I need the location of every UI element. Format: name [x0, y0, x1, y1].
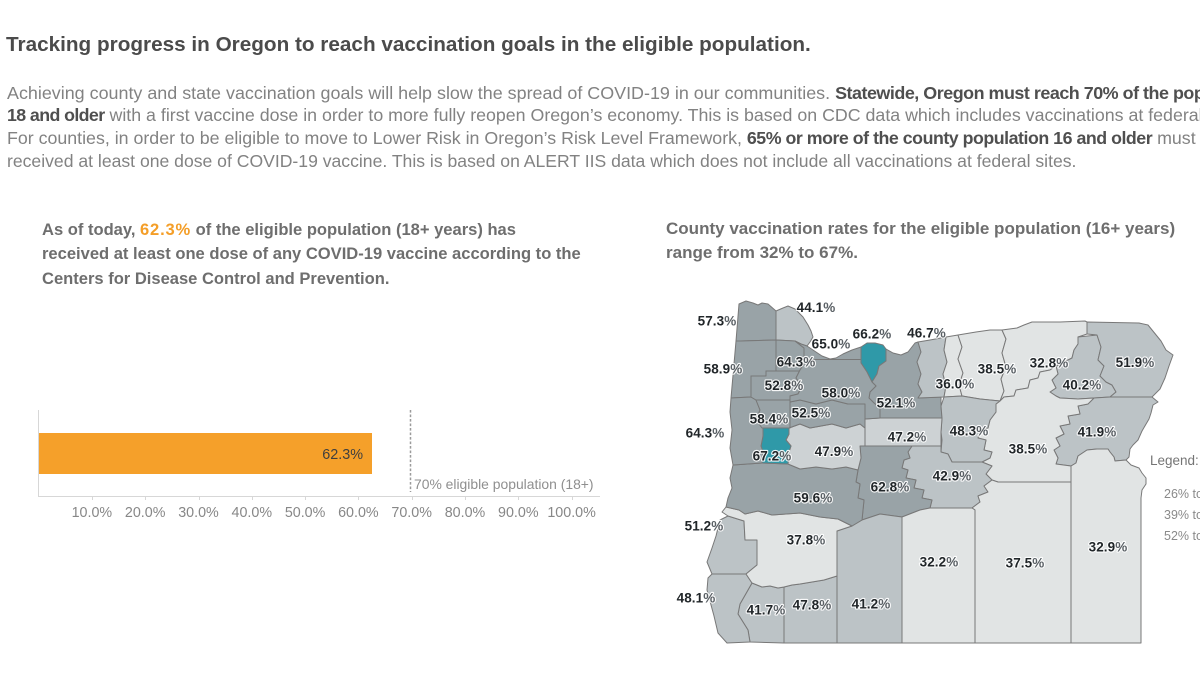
svg-text:32.2%: 32.2% — [920, 555, 959, 570]
svg-text:47.9%: 47.9% — [815, 444, 854, 459]
svg-text:47.8%: 47.8% — [793, 598, 832, 613]
svg-text:65.0%: 65.0% — [812, 337, 851, 352]
svg-text:48.3%: 48.3% — [950, 424, 989, 439]
svg-text:36.0%: 36.0% — [936, 377, 975, 392]
svg-text:44.1%: 44.1% — [797, 300, 836, 315]
svg-text:37.8%: 37.8% — [787, 533, 826, 548]
svg-text:38.5%: 38.5% — [1009, 442, 1048, 457]
svg-text:64.3%: 64.3% — [777, 355, 816, 370]
svg-text:41.9%: 41.9% — [1078, 425, 1117, 440]
svg-text:37.5%: 37.5% — [1006, 556, 1045, 571]
svg-text:48.1%: 48.1% — [677, 591, 716, 606]
svg-text:41.7%: 41.7% — [747, 603, 786, 618]
svg-text:41.2%: 41.2% — [852, 597, 891, 612]
svg-text:32.9%: 32.9% — [1089, 540, 1128, 555]
svg-text:57.3%: 57.3% — [698, 314, 737, 329]
svg-text:42.9%: 42.9% — [933, 469, 972, 484]
svg-text:47.2%: 47.2% — [888, 430, 927, 445]
svg-text:59.6%: 59.6% — [794, 491, 833, 506]
svg-text:67.2%: 67.2% — [753, 449, 792, 464]
svg-text:40.2%: 40.2% — [1063, 378, 1102, 393]
svg-text:52.8%: 52.8% — [765, 378, 804, 393]
svg-text:58.4%: 58.4% — [750, 412, 789, 427]
svg-text:51.9%: 51.9% — [1116, 355, 1155, 370]
svg-text:38.5%: 38.5% — [978, 362, 1017, 377]
svg-text:52.5%: 52.5% — [792, 406, 831, 421]
svg-text:46.7%: 46.7% — [907, 326, 946, 341]
svg-text:51.2%: 51.2% — [685, 519, 724, 534]
svg-text:32.8%: 32.8% — [1030, 356, 1069, 371]
svg-text:62.8%: 62.8% — [871, 480, 910, 495]
svg-text:58.9%: 58.9% — [704, 362, 743, 377]
svg-text:52.1%: 52.1% — [877, 396, 916, 411]
svg-text:64.3%: 64.3% — [686, 426, 725, 441]
svg-text:66.2%: 66.2% — [853, 327, 892, 342]
svg-text:58.0%: 58.0% — [822, 386, 861, 401]
